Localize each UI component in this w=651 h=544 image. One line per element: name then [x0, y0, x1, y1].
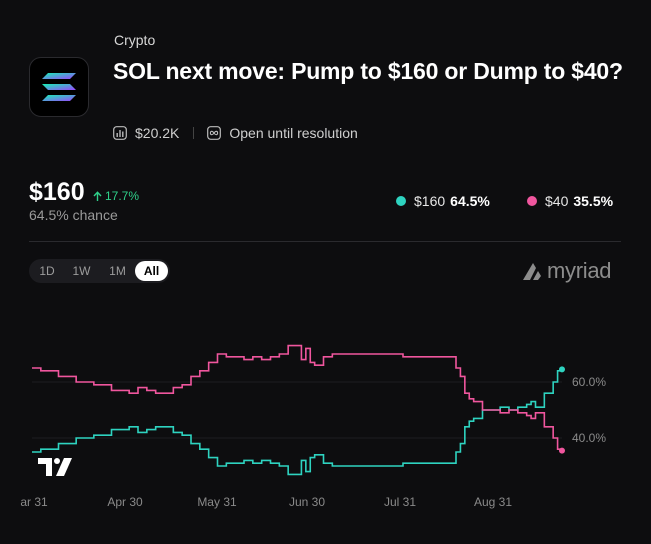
- y-tick-label: 60.0%: [572, 375, 606, 389]
- infinity-icon: [207, 126, 222, 140]
- solana-logo-icon: [42, 73, 76, 101]
- arrow-up-icon: [93, 191, 102, 201]
- market-status: Open until resolution: [229, 125, 358, 141]
- legend-value: 64.5%: [450, 193, 490, 209]
- market-logo: [29, 57, 89, 117]
- range-all-button[interactable]: All: [135, 261, 168, 281]
- range-1m-button[interactable]: 1M: [109, 264, 126, 278]
- legend-value: 35.5%: [573, 193, 614, 209]
- legend-dot: [527, 196, 537, 206]
- market-title: SOL next move: Pump to $160 or Dump to $…: [113, 58, 623, 84]
- meta-divider: [193, 127, 195, 139]
- x-tick-label: Jun 30: [289, 495, 325, 509]
- x-tick-label: May 31: [197, 495, 237, 509]
- brand-name: myriad: [547, 258, 612, 283]
- header-divider: [29, 241, 621, 242]
- range-1w-button[interactable]: 1W: [72, 264, 91, 278]
- market-category: Crypto: [114, 32, 156, 48]
- x-tick-label: Aug 31: [474, 495, 512, 509]
- x-tick-label: ar 31: [20, 495, 48, 509]
- series-line-1: [32, 344, 563, 451]
- myriad-logo-icon: [523, 263, 541, 280]
- price-history-chart: 60.0% 40.0% ar 31 Apr 30 May 31 Jun 30 Jul 31…: [20, 344, 606, 509]
- range-1d-button[interactable]: 1D: [39, 264, 55, 278]
- x-tick-label: Apr 30: [107, 495, 143, 509]
- legend-label: $40: [545, 193, 569, 209]
- legend-label: $160: [414, 193, 446, 209]
- tradingview-logo-icon: [38, 458, 72, 476]
- x-tick-label: Jul 31: [384, 495, 416, 509]
- time-range-selector: 1D 1W 1M All: [29, 259, 170, 283]
- series-line-0: [32, 369, 563, 476]
- price-change-value: 17.7%: [105, 189, 140, 203]
- brand-watermark: myriad: [521, 258, 612, 284]
- leading-outcome-price: $160: [29, 178, 85, 206]
- price-change: 17.7%: [93, 189, 139, 203]
- legend-item-160: $160 64.5%: [396, 193, 490, 209]
- volume-chart-icon: [113, 126, 127, 140]
- market-meta: $20.2K Open until resolution: [113, 125, 358, 141]
- series-endpoint-0: [559, 366, 565, 373]
- market-volume: $20.2K: [135, 125, 180, 141]
- legend-item-40: $40 35.5%: [527, 193, 613, 209]
- outcome-chance: 64.5% chance: [29, 207, 118, 223]
- series-endpoint-1: [559, 447, 565, 454]
- y-tick-label: 40.0%: [572, 431, 606, 445]
- legend-dot: [396, 196, 406, 206]
